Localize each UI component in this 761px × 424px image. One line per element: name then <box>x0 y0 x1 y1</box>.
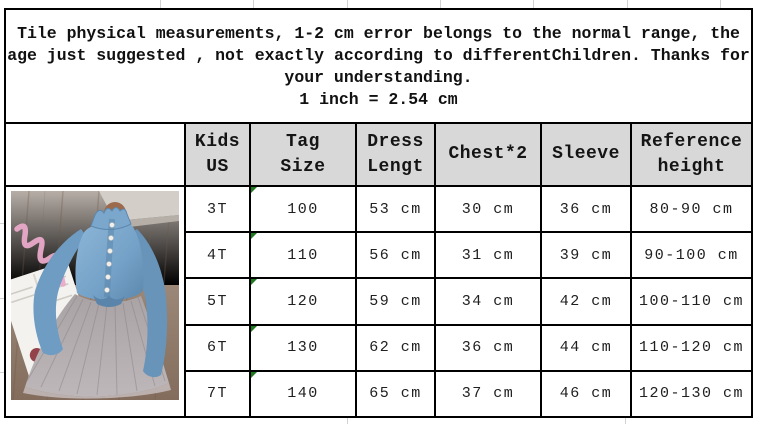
gridline-tick <box>0 298 4 299</box>
column-header-sleeve: Sleeve <box>540 124 630 185</box>
notice-line: your understanding. <box>284 68 473 87</box>
gridline-tick <box>0 223 4 224</box>
cell-tag-size: 120 <box>249 277 355 324</box>
cell-tag-size: 100 <box>249 185 355 232</box>
error-indicator-triangle <box>251 325 257 332</box>
denim-sleeves <box>33 229 168 378</box>
cell-kids-us: 5T <box>184 277 249 324</box>
error-indicator-triangle <box>251 187 257 193</box>
cell-reference-height: 100-110 cm <box>630 277 751 324</box>
cell-value: 120 <box>287 292 319 310</box>
gridline-tick <box>347 0 348 8</box>
gridline-tick <box>627 0 628 8</box>
cell-dress-length: 62 cm <box>355 323 434 370</box>
column-header-dress-length: Dress Lengt <box>355 124 434 185</box>
cell-chest: 37 cm <box>434 369 540 416</box>
cell-dress-length: 65 cm <box>355 369 434 416</box>
conversion-note: 1 inch = 2.54 cm <box>299 90 458 109</box>
cell-sleeve: 44 cm <box>540 323 630 370</box>
gridline-tick <box>533 0 534 8</box>
gridline-tick <box>625 418 626 424</box>
size-table: Kids US Tag Size Dress Lengt Chest*2 Sle… <box>6 124 751 416</box>
error-indicator-triangle <box>251 371 257 378</box>
cell-dress-length: 56 cm <box>355 231 434 278</box>
gridline-tick <box>253 0 254 8</box>
cell-value: 140 <box>287 385 319 403</box>
cell-tag-size: 130 <box>249 323 355 370</box>
cell-sleeve: 46 cm <box>540 369 630 416</box>
notice-line: age just suggested , not exactly accordi… <box>7 46 750 65</box>
column-header-tag-size: Tag Size <box>249 124 355 185</box>
cell-kids-us: 6T <box>184 323 249 370</box>
gridline-tick <box>440 0 441 8</box>
waist-tie <box>93 295 125 307</box>
cell-sleeve: 42 cm <box>540 277 630 324</box>
notice-box: Tile physical measurements, 1-2 cm error… <box>6 10 751 124</box>
product-photo-cell <box>6 185 184 416</box>
column-header-reference-height: Reference height <box>630 124 751 185</box>
cell-kids-us: 3T <box>184 185 249 232</box>
column-header-chest: Chest*2 <box>434 124 540 185</box>
cell-sleeve: 39 cm <box>540 231 630 278</box>
cell-dress-length: 59 cm <box>355 277 434 324</box>
cell-reference-height: 90-100 cm <box>630 231 751 278</box>
error-indicator-triangle <box>251 279 257 286</box>
cell-kids-us: 7T <box>184 369 249 416</box>
gridline-tick <box>160 0 161 8</box>
gridline-tick <box>347 418 348 424</box>
cell-chest: 31 cm <box>434 231 540 278</box>
cell-value: 100 <box>287 200 319 218</box>
denim-top <box>75 207 144 307</box>
cell-value: 130 <box>287 339 319 357</box>
chart-sheet: Tile physical measurements, 1-2 cm error… <box>4 8 753 418</box>
notice-line: Tile physical measurements, 1-2 cm error… <box>17 24 740 43</box>
cell-tag-size: 110 <box>249 231 355 278</box>
error-indicator-triangle <box>251 233 257 240</box>
gridline-tick <box>720 0 721 8</box>
cell-reference-height: 80-90 cm <box>630 185 751 232</box>
buttons <box>104 222 115 293</box>
cell-chest: 34 cm <box>434 277 540 324</box>
product-photo <box>11 191 179 400</box>
cell-kids-us: 4T <box>184 231 249 278</box>
tulle-skirt <box>23 294 171 399</box>
cell-value: 110 <box>287 246 319 264</box>
table-corner-cell <box>6 124 184 185</box>
cell-tag-size: 140 <box>249 369 355 416</box>
cell-sleeve: 36 cm <box>540 185 630 232</box>
cell-chest: 30 cm <box>434 185 540 232</box>
cell-chest: 36 cm <box>434 323 540 370</box>
gridline-tick <box>0 372 4 373</box>
cell-dress-length: 53 cm <box>355 185 434 232</box>
cell-reference-height: 110-120 cm <box>630 323 751 370</box>
cell-reference-height: 120-130 cm <box>630 369 751 416</box>
column-header-kids-us: Kids US <box>184 124 249 185</box>
